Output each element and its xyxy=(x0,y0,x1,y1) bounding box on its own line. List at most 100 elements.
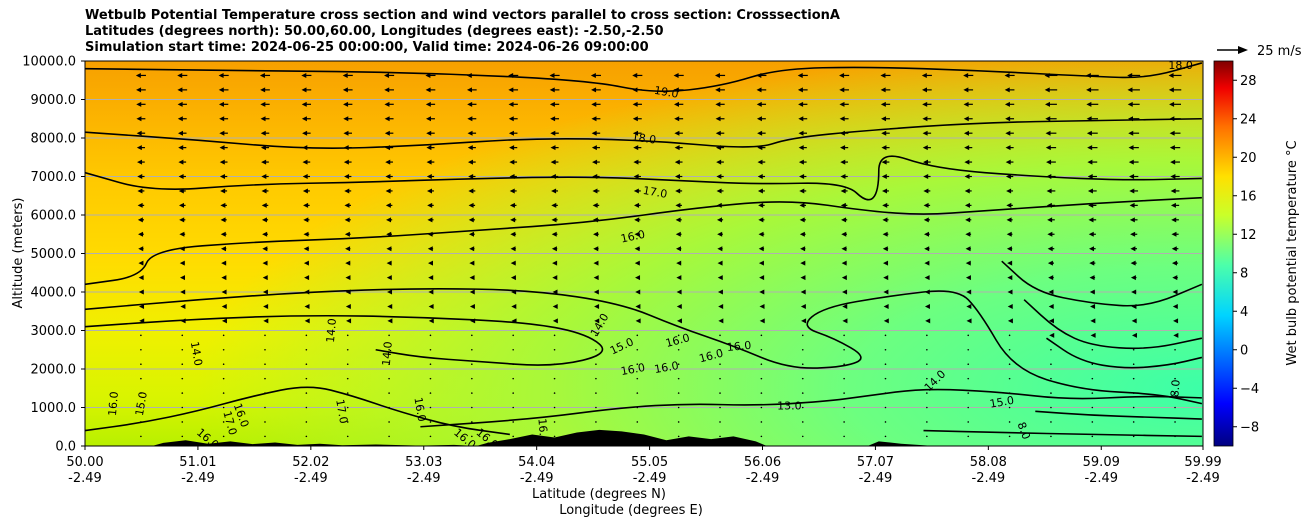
title-line-3: Simulation start time: 2024-06-25 00:00:… xyxy=(85,40,649,55)
x-tick-label-lon: -2.49 xyxy=(181,471,215,486)
wind-arrowhead xyxy=(925,318,931,324)
wind-arrowhead xyxy=(384,72,390,78)
wind-arrowhead xyxy=(219,145,225,151)
wind-arrowhead xyxy=(841,260,847,266)
colorbar-tick-label: −8 xyxy=(1240,420,1259,435)
wind-arrowhead xyxy=(715,87,721,93)
wind-arrowhead xyxy=(261,159,267,165)
colorbar-tick-label: 16 xyxy=(1240,189,1257,204)
wind-arrowhead xyxy=(923,174,929,179)
wind-arrowhead xyxy=(1006,231,1012,237)
wind-arrow xyxy=(1050,363,1052,365)
wind-arrowhead xyxy=(799,231,805,237)
colorbar-tick-label: 12 xyxy=(1240,228,1257,243)
wind-arrowhead xyxy=(921,72,927,78)
wind-arrowhead xyxy=(1007,275,1013,281)
colorbar-tick-label: 28 xyxy=(1240,74,1257,89)
wind-arrow xyxy=(305,392,308,394)
wind-arrowhead xyxy=(1087,145,1093,151)
wind-arrowhead xyxy=(468,231,474,237)
wind-arrowhead xyxy=(923,231,929,237)
wind-arrowhead xyxy=(387,289,393,295)
wind-arrowhead xyxy=(633,159,639,165)
wind-arrow xyxy=(181,348,184,351)
wind-arrow xyxy=(1174,392,1176,394)
wind-arrowhead xyxy=(178,130,184,136)
x-tick-label-lat: 52.02 xyxy=(292,455,329,470)
wind-arrow xyxy=(636,334,639,337)
wind-key-label: 25 m/s xyxy=(1257,44,1302,59)
wind-arrowhead xyxy=(1090,318,1096,324)
wind-arrowhead xyxy=(509,202,515,208)
wind-arrowhead xyxy=(1090,303,1096,309)
wind-arrow xyxy=(140,348,142,351)
x-tick-label-lat: 54.04 xyxy=(518,455,555,470)
wind-arrow xyxy=(264,348,266,351)
wind-arrowhead xyxy=(840,202,846,208)
wind-arrowhead xyxy=(345,246,351,252)
wind-arrowhead xyxy=(966,289,972,295)
wind-arrow xyxy=(801,392,804,394)
wind-arrowhead xyxy=(261,174,267,179)
wind-arrowhead xyxy=(882,217,888,223)
colorbar-tick-label: 0 xyxy=(1240,343,1248,358)
wind-arrowhead xyxy=(508,116,514,122)
wind-arrowhead xyxy=(798,130,804,136)
wind-arrowhead xyxy=(220,231,226,237)
wind-arrowhead xyxy=(1048,275,1054,281)
wind-arrowhead xyxy=(303,217,309,223)
wind-arrow xyxy=(801,377,804,380)
wind-arrowhead xyxy=(922,87,928,93)
wind-arrowhead xyxy=(676,275,682,281)
wind-arrow xyxy=(305,334,308,337)
x-tick-label-lat: 59.09 xyxy=(1083,455,1120,470)
colorbar-tick-label: −4 xyxy=(1240,382,1259,397)
wind-arrowhead xyxy=(801,318,807,324)
wind-arrowhead xyxy=(1128,159,1134,165)
isotherm-line xyxy=(420,388,1202,428)
wind-arrow xyxy=(1008,334,1011,337)
wind-arrow xyxy=(801,435,804,438)
wind-arrowhead xyxy=(343,130,349,136)
wind-arrowhead xyxy=(634,202,640,208)
wind-arrowhead xyxy=(1087,174,1093,179)
wind-arrowhead xyxy=(635,318,641,324)
wind-arrow xyxy=(884,406,887,409)
contour-label: 15.0 xyxy=(133,391,150,417)
contour-label: 16.0 xyxy=(664,331,691,350)
wind-arrowhead xyxy=(426,145,432,151)
wind-arrow xyxy=(346,435,349,438)
wind-arrowhead xyxy=(880,87,886,93)
wind-arrowhead xyxy=(136,130,142,136)
wind-arrowhead xyxy=(177,87,183,93)
wind-arrowhead xyxy=(716,174,722,179)
wind-arrowhead xyxy=(881,130,887,136)
wind-arrowhead xyxy=(674,159,680,165)
contour-label: 8.0 xyxy=(1015,420,1033,441)
wind-arrowhead xyxy=(1131,332,1137,338)
y-tick-label: 2000.0 xyxy=(31,363,77,378)
wind-arrowhead xyxy=(676,303,682,309)
wind-arrow xyxy=(843,406,845,409)
wind-arrowhead xyxy=(922,101,928,107)
wind-arrow xyxy=(884,334,887,337)
wind-arrowhead xyxy=(218,87,224,93)
contour-label: 8.0 xyxy=(1168,379,1182,398)
wind-arrowhead xyxy=(426,188,432,194)
wind-arrow xyxy=(967,348,970,351)
wind-arrowhead xyxy=(674,174,680,179)
wind-arrowhead xyxy=(138,231,144,237)
colorbar-tick-label: 24 xyxy=(1240,112,1257,127)
wind-arrowhead xyxy=(468,202,474,208)
wind-arrow xyxy=(512,334,514,337)
wind-arrowhead xyxy=(758,202,764,208)
wind-arrowhead xyxy=(221,275,227,281)
wind-arrowhead xyxy=(758,231,764,237)
wind-arrowhead xyxy=(177,72,183,78)
wind-arrowhead xyxy=(800,246,806,252)
wind-arrowhead xyxy=(261,202,267,208)
wind-arrowhead xyxy=(345,260,351,266)
wind-arrowhead xyxy=(1006,202,1012,208)
wind-arrow xyxy=(553,406,556,409)
wind-arrow xyxy=(926,334,928,337)
